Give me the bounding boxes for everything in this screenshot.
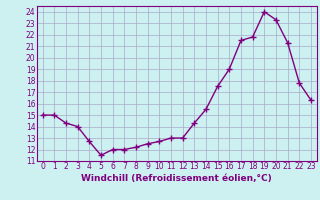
X-axis label: Windchill (Refroidissement éolien,°C): Windchill (Refroidissement éolien,°C) <box>81 174 272 183</box>
